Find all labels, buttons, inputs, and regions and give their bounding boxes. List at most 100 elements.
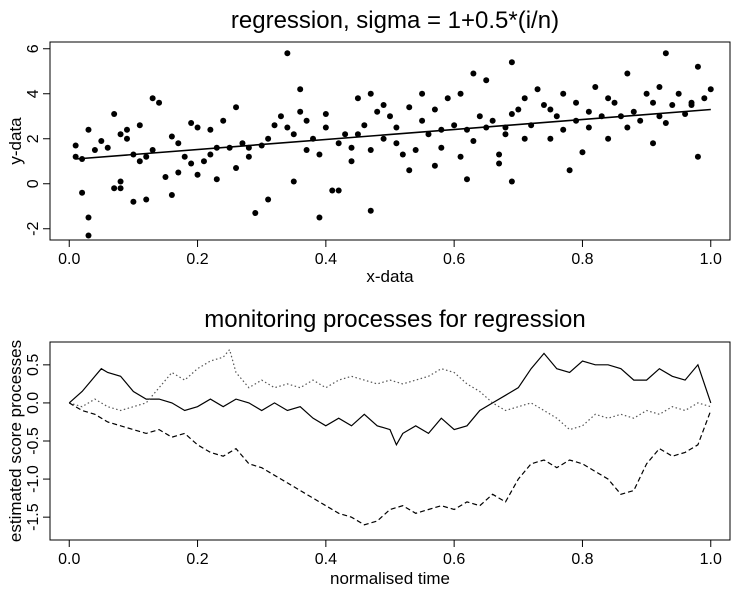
data-point xyxy=(105,145,111,151)
data-point xyxy=(368,147,374,153)
data-point xyxy=(323,125,329,131)
data-point xyxy=(554,113,560,119)
data-point xyxy=(201,158,207,164)
data-point xyxy=(137,158,143,164)
data-point xyxy=(547,136,553,142)
data-point xyxy=(515,107,521,113)
dashed-process-line xyxy=(69,403,711,525)
data-point xyxy=(605,95,611,101)
y-axis-ticks: -20246 xyxy=(25,44,50,236)
data-point xyxy=(586,109,592,115)
data-point xyxy=(676,91,682,97)
data-point xyxy=(458,91,464,97)
data-marks xyxy=(69,350,711,525)
data-point xyxy=(188,120,194,126)
data-point xyxy=(689,100,695,106)
data-point xyxy=(336,140,342,146)
data-point xyxy=(644,91,650,97)
data-point xyxy=(432,163,438,169)
data-point xyxy=(252,210,258,216)
data-point xyxy=(137,122,143,128)
data-point xyxy=(169,134,175,140)
data-point xyxy=(374,109,380,115)
data-point xyxy=(278,113,284,119)
data-point xyxy=(612,100,618,106)
data-point xyxy=(592,84,598,90)
data-point xyxy=(560,91,566,97)
data-point xyxy=(631,109,637,115)
y-axis-label: y-data xyxy=(6,117,25,165)
data-point xyxy=(85,127,91,133)
data-point xyxy=(329,188,335,194)
data-point xyxy=(624,71,630,77)
chart-title: regression, sigma = 1+0.5*(i/n) xyxy=(231,7,559,34)
data-point xyxy=(381,102,387,108)
solid-process-line xyxy=(69,353,711,444)
data-point xyxy=(169,192,175,198)
y-tick-label: 0.5 xyxy=(25,354,42,376)
data-point xyxy=(477,113,483,119)
x-axis-label: x-data xyxy=(366,267,414,286)
data-point xyxy=(207,127,213,133)
data-point xyxy=(502,131,508,137)
data-point xyxy=(342,131,348,137)
data-point xyxy=(188,161,194,167)
data-point xyxy=(669,102,675,108)
data-point xyxy=(220,118,226,124)
x-axis-ticks: 0.0 0.2 0.4 0.6 0.8 1.0 xyxy=(58,540,722,568)
data-point xyxy=(156,100,162,106)
chart-title: monitoring processes for regression xyxy=(204,306,586,333)
x-tick-label: 0.2 xyxy=(186,551,208,568)
data-point xyxy=(355,95,361,101)
data-point xyxy=(291,131,297,137)
data-point xyxy=(336,188,342,194)
data-point xyxy=(419,91,425,97)
data-point xyxy=(381,136,387,142)
data-point xyxy=(438,145,444,151)
data-point xyxy=(400,152,406,158)
data-point xyxy=(573,100,579,106)
data-point xyxy=(361,122,367,128)
data-point xyxy=(451,122,457,128)
data-point xyxy=(541,102,547,108)
data-point xyxy=(393,125,399,131)
data-point xyxy=(162,174,168,180)
y-axis-label: estimated score processes xyxy=(6,340,25,542)
data-point xyxy=(118,185,124,191)
data-point xyxy=(695,154,701,160)
data-point xyxy=(650,100,656,106)
data-point xyxy=(586,125,592,131)
data-point xyxy=(432,107,438,113)
data-point xyxy=(458,154,464,160)
monitoring-chart: monitoring processes for regression 0.0 0… xyxy=(6,306,730,588)
data-point xyxy=(284,50,290,56)
data-point xyxy=(663,120,669,126)
data-point xyxy=(233,165,239,171)
data-point xyxy=(560,127,566,133)
data-point xyxy=(637,118,643,124)
data-point xyxy=(470,71,476,77)
data-point xyxy=(297,109,303,115)
data-point xyxy=(496,161,502,167)
data-point xyxy=(124,127,130,133)
data-point xyxy=(464,176,470,182)
y-tick-label: 2 xyxy=(25,134,42,143)
data-point xyxy=(349,145,355,151)
x-tick-label: 1.0 xyxy=(700,551,722,568)
data-point xyxy=(701,95,707,101)
data-point xyxy=(143,154,149,160)
data-point xyxy=(567,167,573,173)
data-point xyxy=(130,199,136,205)
data-point xyxy=(490,118,496,124)
y-tick-label: 0.0 xyxy=(25,392,42,414)
data-point xyxy=(304,147,310,153)
data-point xyxy=(393,140,399,146)
y-tick-label: 4 xyxy=(25,89,42,98)
data-point xyxy=(272,122,278,128)
data-point xyxy=(175,170,181,176)
data-point xyxy=(316,215,322,221)
data-point xyxy=(368,208,374,214)
data-point xyxy=(98,138,104,144)
data-point xyxy=(547,107,553,113)
